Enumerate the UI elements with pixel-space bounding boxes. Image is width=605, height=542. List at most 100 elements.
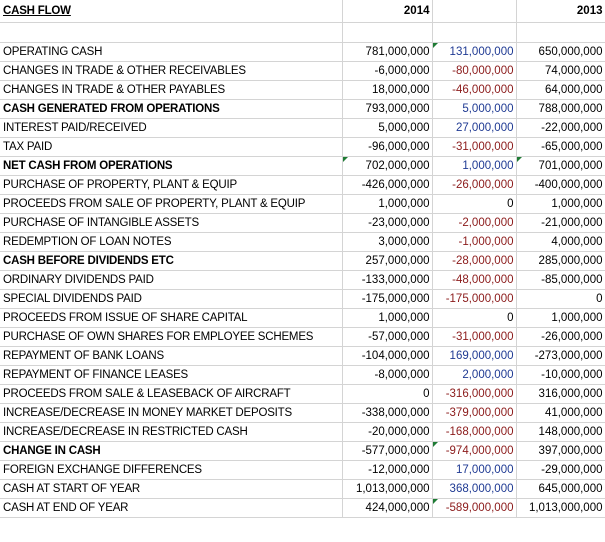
row-label-cell[interactable]: PROCEEDS FROM SALE & LEASEBACK OF AIRCRA… [0, 384, 343, 404]
value-2013-cell[interactable]: -65,000,000 [516, 137, 605, 157]
difference-cell[interactable]: 131,000,000 [432, 42, 517, 62]
value-2014-cell[interactable]: -8,000,000 [342, 365, 433, 385]
value-2013-cell[interactable]: 0 [516, 289, 605, 309]
value-2014-cell[interactable]: -6,000,000 [342, 61, 433, 81]
sheet-title[interactable]: CASH FLOW [0, 0, 343, 23]
value-2014-cell[interactable]: 1,000,000 [342, 194, 433, 214]
difference-cell[interactable]: -1,000,000 [432, 232, 517, 252]
value-2014-cell[interactable]: -12,000,000 [342, 460, 433, 480]
row-label-cell[interactable]: INCREASE/DECREASE IN RESTRICTED CASH [0, 422, 343, 442]
row-label-cell[interactable]: CASH AT START OF YEAR [0, 479, 343, 499]
value-2013-cell[interactable]: -22,000,000 [516, 118, 605, 138]
row-label-cell[interactable]: PURCHASE OF OWN SHARES FOR EMPLOYEE SCHE… [0, 327, 343, 347]
row-label-cell[interactable]: FOREIGN EXCHANGE DIFFERENCES [0, 460, 343, 480]
row-label-cell[interactable]: PURCHASE OF INTANGIBLE ASSETS [0, 213, 343, 233]
value-2014-cell[interactable]: 424,000,000 [342, 498, 433, 518]
difference-cell[interactable]: -168,000,000 [432, 422, 517, 442]
value-2014-cell[interactable]: 1,000,000 [342, 308, 433, 328]
blank-cell[interactable] [432, 22, 517, 43]
value-2013-cell[interactable]: 41,000,000 [516, 403, 605, 423]
value-2014-cell[interactable]: 257,000,000 [342, 251, 433, 271]
value-2014-cell[interactable]: 18,000,000 [342, 80, 433, 100]
row-label-cell[interactable]: SPECIAL DIVIDENDS PAID [0, 289, 343, 309]
difference-cell[interactable]: 1,000,000 [432, 156, 517, 176]
value-2013-cell[interactable]: 148,000,000 [516, 422, 605, 442]
value-2013-cell[interactable]: 74,000,000 [516, 61, 605, 81]
value-2013-cell[interactable]: 285,000,000 [516, 251, 605, 271]
value-2014-cell[interactable]: -104,000,000 [342, 346, 433, 366]
difference-cell[interactable]: -175,000,000 [432, 289, 517, 309]
difference-cell[interactable]: 17,000,000 [432, 460, 517, 480]
difference-cell[interactable]: 0 [432, 194, 517, 214]
row-label-cell[interactable]: REPAYMENT OF BANK LOANS [0, 346, 343, 366]
value-2014-cell[interactable]: -20,000,000 [342, 422, 433, 442]
value-2013-cell[interactable]: -29,000,000 [516, 460, 605, 480]
difference-cell[interactable]: -2,000,000 [432, 213, 517, 233]
value-2014-cell[interactable]: -338,000,000 [342, 403, 433, 423]
difference-cell[interactable]: 5,000,000 [432, 99, 517, 119]
difference-cell[interactable]: 2,000,000 [432, 365, 517, 385]
value-2013-cell[interactable]: 4,000,000 [516, 232, 605, 252]
value-2014-cell[interactable]: -23,000,000 [342, 213, 433, 233]
value-2014-cell[interactable]: 1,013,000,000 [342, 479, 433, 499]
value-2014-cell[interactable]: -426,000,000 [342, 175, 433, 195]
difference-cell[interactable]: -46,000,000 [432, 80, 517, 100]
row-label-cell[interactable]: CHANGES IN TRADE & OTHER RECEIVABLES [0, 61, 343, 81]
value-2014-cell[interactable]: 781,000,000 [342, 42, 433, 62]
value-2013-cell[interactable]: 1,000,000 [516, 194, 605, 214]
year-2013-header[interactable]: 2013 [516, 0, 605, 23]
row-label-cell[interactable]: NET CASH FROM OPERATIONS [0, 156, 343, 176]
value-2014-cell[interactable]: 793,000,000 [342, 99, 433, 119]
value-2013-cell[interactable]: 1,000,000 [516, 308, 605, 328]
difference-header[interactable] [432, 0, 517, 23]
value-2014-cell[interactable]: 3,000,000 [342, 232, 433, 252]
value-2013-cell[interactable]: 788,000,000 [516, 99, 605, 119]
year-2014-header[interactable]: 2014 [342, 0, 433, 23]
value-2013-cell[interactable]: 645,000,000 [516, 479, 605, 499]
difference-cell[interactable]: -48,000,000 [432, 270, 517, 290]
difference-cell[interactable]: -31,000,000 [432, 327, 517, 347]
row-label-cell[interactable]: CASH AT END OF YEAR [0, 498, 343, 518]
difference-cell[interactable]: -316,000,000 [432, 384, 517, 404]
difference-cell[interactable]: -589,000,000 [432, 498, 517, 518]
row-label-cell[interactable]: PURCHASE OF PROPERTY, PLANT & EQUIP [0, 175, 343, 195]
row-label-cell[interactable]: ORDINARY DIVIDENDS PAID [0, 270, 343, 290]
row-label-cell[interactable]: OPERATING CASH [0, 42, 343, 62]
value-2014-cell[interactable]: -175,000,000 [342, 289, 433, 309]
difference-cell[interactable]: 0 [432, 308, 517, 328]
value-2013-cell[interactable]: 1,013,000,000 [516, 498, 605, 518]
row-label-cell[interactable]: CASH GENERATED FROM OPERATIONS [0, 99, 343, 119]
blank-cell[interactable] [516, 22, 605, 43]
value-2014-cell[interactable]: -96,000,000 [342, 137, 433, 157]
value-2014-cell[interactable]: -57,000,000 [342, 327, 433, 347]
value-2013-cell[interactable]: 397,000,000 [516, 441, 605, 461]
row-label-cell[interactable]: TAX PAID [0, 137, 343, 157]
difference-cell[interactable]: 368,000,000 [432, 479, 517, 499]
row-label-cell[interactable]: INCREASE/DECREASE IN MONEY MARKET DEPOSI… [0, 403, 343, 423]
difference-cell[interactable]: -974,000,000 [432, 441, 517, 461]
value-2013-cell[interactable]: -273,000,000 [516, 346, 605, 366]
blank-cell[interactable] [0, 22, 343, 43]
value-2013-cell[interactable]: -21,000,000 [516, 213, 605, 233]
difference-cell[interactable]: 169,000,000 [432, 346, 517, 366]
value-2014-cell[interactable]: -577,000,000 [342, 441, 433, 461]
row-label-cell[interactable]: INTEREST PAID/RECEIVED [0, 118, 343, 138]
value-2013-cell[interactable]: 64,000,000 [516, 80, 605, 100]
row-label-cell[interactable]: CHANGE IN CASH [0, 441, 343, 461]
row-label-cell[interactable]: PROCEEDS FROM ISSUE OF SHARE CAPITAL [0, 308, 343, 328]
value-2013-cell[interactable]: -26,000,000 [516, 327, 605, 347]
value-2014-cell[interactable]: 702,000,000 [342, 156, 433, 176]
difference-cell[interactable]: -379,000,000 [432, 403, 517, 423]
row-label-cell[interactable]: CASH BEFORE DIVIDENDS ETC [0, 251, 343, 271]
difference-cell[interactable]: 27,000,000 [432, 118, 517, 138]
row-label-cell[interactable]: REPAYMENT OF FINANCE LEASES [0, 365, 343, 385]
difference-cell[interactable]: -31,000,000 [432, 137, 517, 157]
value-2013-cell[interactable]: 316,000,000 [516, 384, 605, 404]
blank-cell[interactable] [342, 22, 433, 43]
value-2014-cell[interactable]: 0 [342, 384, 433, 404]
value-2013-cell[interactable]: -10,000,000 [516, 365, 605, 385]
value-2013-cell[interactable]: -400,000,000 [516, 175, 605, 195]
value-2013-cell[interactable]: -85,000,000 [516, 270, 605, 290]
value-2013-cell[interactable]: 701,000,000 [516, 156, 605, 176]
value-2014-cell[interactable]: 5,000,000 [342, 118, 433, 138]
